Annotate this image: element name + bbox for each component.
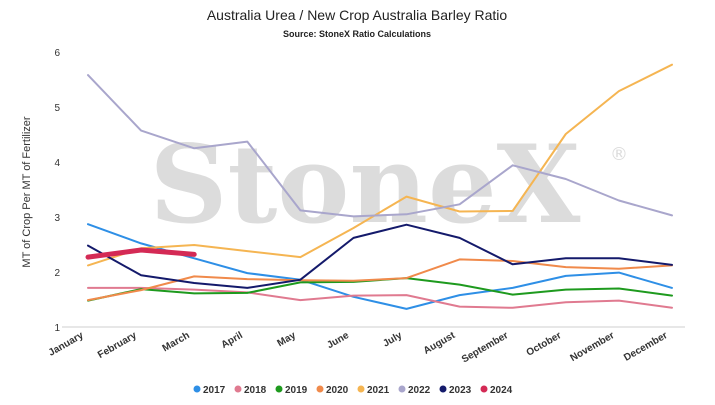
legend-swatch: [357, 385, 365, 393]
legend-swatch: [275, 385, 283, 393]
legend-swatch: [316, 385, 324, 393]
legend-item-2022[interactable]: 2022: [398, 385, 431, 396]
legend-item-2020[interactable]: 2020: [316, 385, 349, 396]
y-tick-label: 2: [54, 268, 60, 279]
x-tick-label: January: [47, 330, 86, 359]
legend-label: 2023: [449, 385, 472, 396]
legend-item-2023[interactable]: 2023: [439, 385, 472, 396]
x-tick-label: May: [276, 330, 299, 349]
x-tick-label: November: [569, 330, 617, 364]
x-tick-label: December: [622, 330, 669, 364]
series-line-2018: [87, 286, 673, 309]
x-tick-label: September: [460, 330, 510, 365]
legend-item-2024[interactable]: 2024: [480, 385, 513, 396]
x-tick-label: October: [525, 330, 564, 359]
legend-label: 2018: [244, 385, 267, 396]
y-tick-label: 5: [54, 103, 60, 114]
x-tick-label: August: [422, 330, 458, 357]
series-line-2021: [87, 63, 673, 267]
y-axis-label: MT of Crop Per MT of Fertilizer: [21, 116, 33, 268]
series-line-2020: [87, 258, 673, 302]
y-tick-label: 6: [54, 48, 60, 59]
legend-swatch: [480, 385, 488, 393]
legend: 2017 2018 2019 2020 2021 2022 2023 2024: [193, 385, 513, 396]
legend-label: 2024: [490, 385, 513, 396]
legend-label: 2017: [203, 385, 226, 396]
y-tick-label: 4: [54, 158, 60, 169]
legend-swatch: [439, 385, 447, 393]
x-tick-label: July: [381, 330, 404, 350]
series-line-2022: [87, 74, 673, 218]
series-line-2023: [87, 223, 673, 289]
y-axis-ticks: 1 2 3 4 5 6: [54, 48, 60, 334]
watermark: StoneX: [150, 122, 581, 248]
legend-item-2021[interactable]: 2021: [357, 385, 390, 396]
watermark-registered-mark: ®: [610, 144, 628, 165]
x-tick-label: February: [96, 330, 139, 361]
legend-item-2017[interactable]: 2017: [193, 385, 226, 396]
legend-swatch: [193, 385, 201, 393]
x-tick-label: June: [325, 330, 351, 351]
x-axis-ticks: January February March April May June July Augu…: [47, 330, 670, 366]
series-lines: [85, 63, 673, 310]
chart-title: Australia Urea / New Crop Australia Barl…: [207, 7, 508, 23]
legend-item-2019[interactable]: 2019: [275, 385, 308, 396]
legend-swatch: [398, 385, 406, 393]
x-tick-label: April: [220, 330, 245, 351]
legend-label: 2021: [367, 385, 390, 396]
legend-label: 2020: [326, 385, 349, 396]
x-tick-label: March: [161, 330, 192, 354]
series-line-2024: [85, 247, 197, 260]
legend-swatch: [234, 385, 242, 393]
legend-item-2018[interactable]: 2018: [234, 385, 267, 396]
y-tick-label: 1: [54, 323, 60, 334]
legend-label: 2022: [408, 385, 431, 396]
chart-subtitle: Source: StoneX Ratio Calculations: [283, 29, 431, 39]
legend-label: 2019: [285, 385, 308, 396]
y-tick-label: 3: [54, 213, 60, 224]
